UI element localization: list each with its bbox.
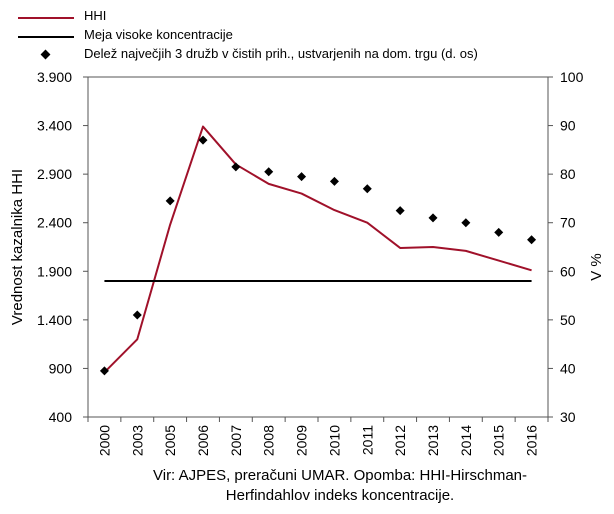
share-marker	[165, 196, 175, 206]
y2-tick-label: 90	[560, 118, 576, 134]
share-marker	[264, 167, 274, 177]
share-marker	[132, 310, 142, 320]
x-tick-label: 2012	[392, 425, 408, 456]
source-note-line-1: Vir: AJPES, preračuni UMAR. Opomba: HHI-…	[153, 467, 527, 484]
series	[99, 125, 537, 376]
y2-tick-label: 100	[560, 69, 584, 85]
y-tick-label: 400	[49, 409, 73, 425]
y2-tick-label: 40	[560, 360, 576, 376]
x-tick-label: 2007	[228, 425, 244, 456]
axes	[83, 76, 553, 422]
y-tick-label: 3.900	[37, 69, 72, 85]
source-note-line-2: Herfindahlov indeks koncentracije.	[225, 487, 455, 504]
hhi-line	[103, 125, 532, 374]
legend-label-hhi: HHI	[84, 8, 107, 23]
x-tick-label: 2011	[359, 425, 375, 455]
legend-swatch-threshold	[18, 36, 74, 38]
y2-tick-label: 80	[560, 166, 576, 182]
share-marker	[99, 366, 109, 376]
y-tick-label: 1.400	[37, 312, 72, 328]
x-tick-label: 2008	[261, 425, 277, 456]
y2-tick-label: 30	[560, 409, 576, 425]
y-tick-label: 3.400	[37, 118, 72, 134]
legend-label-threshold: Meja visoke koncentracije	[84, 27, 233, 42]
x-tick-label: 2003	[129, 425, 145, 456]
share-marker	[198, 135, 208, 145]
share-marker	[395, 206, 405, 216]
tick-labels: 3.900 3.400 2.900 2.400 1.900 1.400 900 400 100 9…	[9, 69, 605, 456]
y-tick-label: 1.900	[37, 263, 72, 279]
x-tick-label: 2015	[491, 425, 507, 456]
share-marker	[494, 227, 504, 237]
legend-label-share: Delež največjih 3 družb v čistih prih., …	[84, 46, 478, 61]
share-marker	[231, 162, 241, 172]
share-marker	[461, 218, 471, 228]
x-tick-label: 2005	[162, 425, 178, 456]
y2-axis-title: V %	[588, 253, 605, 281]
x-tick-label: 2014	[458, 425, 474, 456]
x-tick-label: 2009	[294, 425, 310, 456]
y2-tick-label: 50	[560, 312, 576, 328]
y2-tick-label: 70	[560, 215, 576, 231]
x-tick-label: 2000	[96, 425, 112, 456]
plot-frame	[87, 76, 549, 418]
x-tick-label: 2013	[425, 425, 441, 456]
share-marker	[362, 184, 372, 194]
legend-swatch-hhi	[18, 17, 74, 19]
share-marker	[329, 176, 339, 186]
y2-tick-label: 60	[560, 263, 576, 279]
y-tick-label: 900	[49, 360, 73, 376]
x-tick-label: 2006	[195, 425, 211, 456]
y-tick-label: 2.400	[37, 215, 72, 231]
share-marker	[297, 172, 307, 182]
share-marker	[428, 213, 438, 223]
y-tick-label: 2.900	[37, 166, 72, 182]
x-tick-label: 2016	[524, 425, 540, 456]
share-marker	[527, 235, 537, 245]
source-note: Vir: AJPES, preračuni UMAR. Opomba: HHI-…	[90, 466, 590, 506]
y-axis-title: Vrednost kazalnika HHI	[9, 169, 26, 325]
x-tick-label: 2010	[326, 425, 342, 456]
